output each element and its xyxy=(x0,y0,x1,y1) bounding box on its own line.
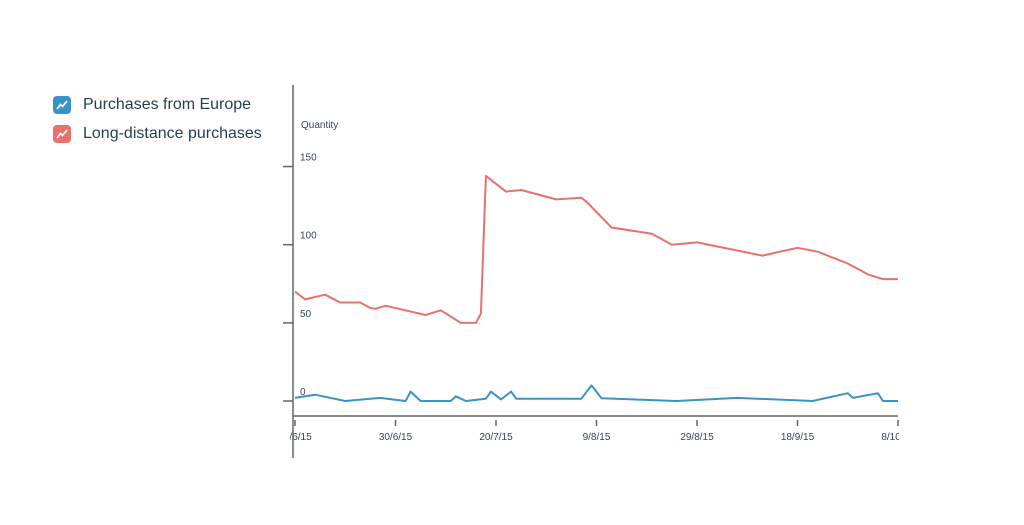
y-axis-label: Quantity xyxy=(301,120,338,131)
legend-label: Purchases from Europe xyxy=(83,95,252,113)
x-tick-label: 30/6/15 xyxy=(379,432,413,443)
legend-label: Long-distance purchases xyxy=(83,124,262,142)
x-tick-label: 29/8/15 xyxy=(680,432,714,443)
legend-item-long-distance[interactable]: Long-distance purchases xyxy=(53,119,262,148)
y-tick-label: 150 xyxy=(300,153,317,164)
x-tick-label: 8/10/15 xyxy=(881,432,915,443)
x-tick-label: 18/9/15 xyxy=(781,432,815,443)
x-tick-label: 9/8/15 xyxy=(583,432,611,443)
line-chart-icon xyxy=(53,124,71,143)
y-tick-label: 100 xyxy=(300,231,317,242)
x-tick-label: 20/7/15 xyxy=(479,432,513,443)
y-tick-label: 50 xyxy=(300,309,312,320)
series-line-long-distance xyxy=(294,174,898,324)
series-line-europe xyxy=(294,384,898,402)
line-chart-icon xyxy=(53,95,71,114)
legend-item-europe[interactable]: Purchases from Europe xyxy=(53,90,262,119)
x-tick-label: 10/6/15 xyxy=(278,432,312,443)
chart-legend: Purchases from Europe Long-distance purc… xyxy=(53,90,262,148)
y-tick-label: 0 xyxy=(300,387,306,398)
